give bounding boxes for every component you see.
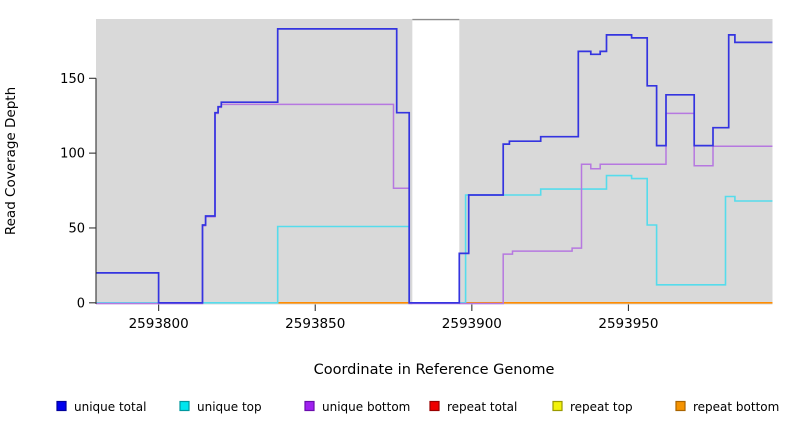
legend-swatch-unique-total — [56, 400, 67, 412]
legend-label: unique total — [74, 400, 146, 414]
y-tick-label: 0 — [77, 296, 85, 311]
y-tick-label: 100 — [60, 147, 85, 162]
x-tick-label: 2593850 — [285, 316, 345, 332]
y-axis-title: Read Coverage Depth — [3, 87, 19, 235]
masked-gap-region — [412, 18, 460, 305]
legend-label: unique bottom — [322, 400, 410, 414]
x-axis: 2593800 2593850 2593900 2593950 — [129, 304, 658, 332]
y-tick-label: 150 — [60, 72, 85, 87]
legend-item-unique-top: unique top — [179, 400, 262, 414]
legend-label: repeat total — [447, 400, 517, 414]
legend-item-unique-bottom: unique bottom — [304, 400, 410, 414]
masked-gap-rect — [412, 19, 460, 305]
legend-swatch-repeat-bottom — [675, 400, 686, 412]
x-tick-label: 2593950 — [598, 316, 658, 332]
legend-item-repeat-total: repeat total — [429, 400, 517, 414]
y-tick-label: 50 — [68, 221, 85, 236]
data-series-lines — [96, 28, 773, 305]
legend-label: repeat top — [570, 400, 633, 414]
x-tick-label: 2593900 — [442, 316, 502, 332]
legend-swatch-repeat-top — [552, 400, 563, 412]
legend-item-unique-total: unique total — [56, 400, 146, 414]
legend-item-repeat-bottom: repeat bottom — [675, 400, 779, 414]
y-axis: 0 50 100 150 — [60, 72, 97, 311]
legend-swatch-repeat-total — [429, 400, 440, 412]
x-tick-label: 2593800 — [129, 316, 189, 332]
legend-label: unique top — [197, 400, 262, 414]
legend-item-repeat-top: repeat top — [552, 400, 633, 414]
legend: unique total unique top unique bottom repea… — [56, 400, 779, 414]
legend-swatch-unique-bottom — [304, 400, 315, 412]
series-unique-total — [96, 28, 773, 304]
legend-swatch-unique-top — [179, 400, 190, 412]
x-axis-title: Coordinate in Reference Genome — [314, 362, 555, 378]
legend-label: repeat bottom — [693, 400, 779, 414]
